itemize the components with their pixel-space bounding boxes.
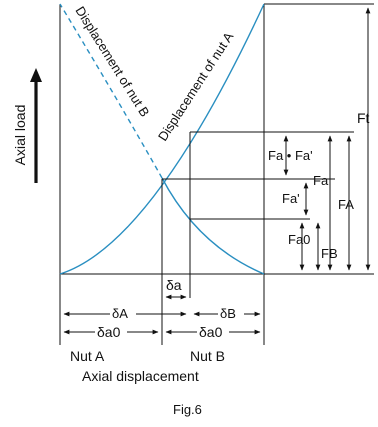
- ft-label: Ft: [357, 110, 370, 126]
- fa-prime-label: Fa': [282, 191, 300, 206]
- level-lines: [162, 3, 374, 275]
- y-axis-label: Axial load: [12, 105, 28, 166]
- fa-sum-label: Fa • Fa': [268, 148, 313, 163]
- delta-A-label: δA: [112, 306, 128, 321]
- nut-b-curve-label: Displacement of nut B: [72, 4, 152, 120]
- nut-b-displacement-dashed: [59, 3, 163, 179]
- delta-a-label: δa: [166, 277, 182, 293]
- delta-B-label: δB: [220, 306, 236, 321]
- nut-a-curve-label: Displacement of nut A: [155, 29, 237, 144]
- fa-label: Fa: [313, 173, 329, 188]
- nut-a-label: Nut A: [70, 348, 105, 364]
- nut-a-displacement-curve: [59, 3, 265, 275]
- delta-a0-left-label: δa0: [97, 324, 121, 340]
- nut-b-label: Nut B: [190, 348, 225, 364]
- nut-b-displacement-curve: [161, 177, 265, 275]
- fb-label: FB: [321, 246, 338, 261]
- fa0-label: Fa0: [288, 232, 310, 247]
- axial-load-arrowhead: [30, 68, 42, 82]
- x-axis-label: Axial displacement: [82, 368, 199, 384]
- fa-big-label: FA: [338, 197, 354, 212]
- delta-a0-right-label: δa0: [199, 324, 223, 340]
- figure-caption: Fig.6: [173, 402, 202, 417]
